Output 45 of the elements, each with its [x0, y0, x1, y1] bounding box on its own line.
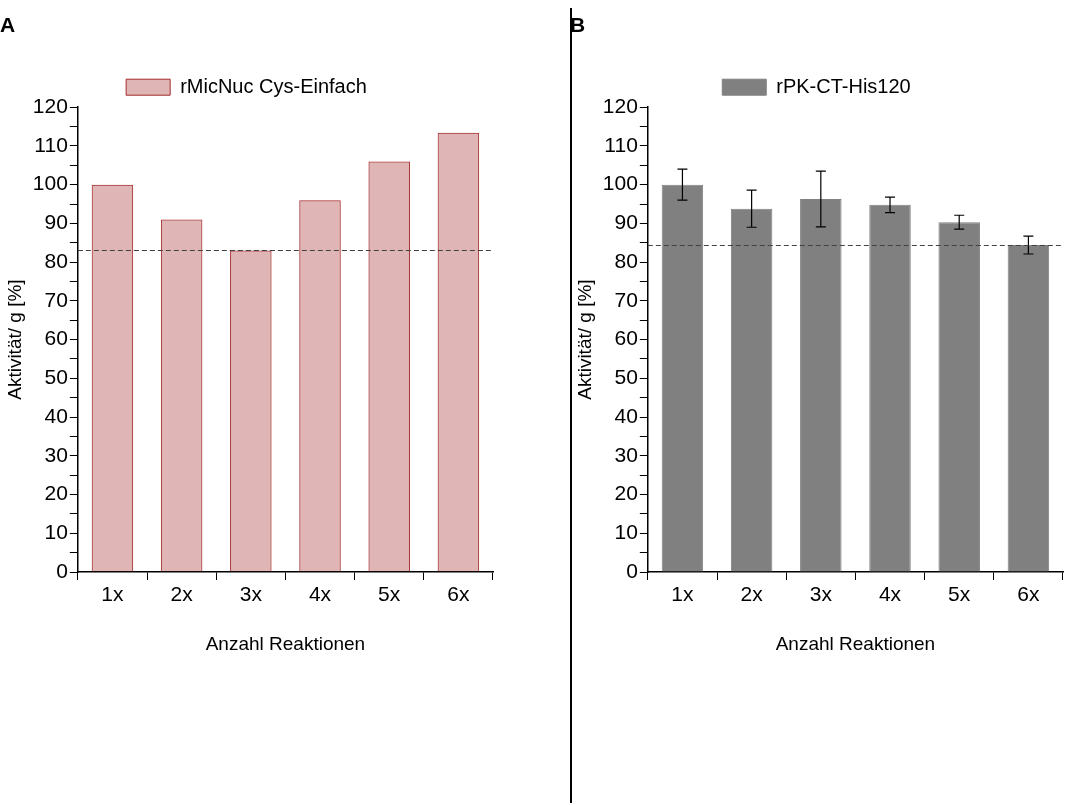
x-axis-title: Anzahl Reaktionen	[205, 632, 366, 654]
y-tick-label: 60	[44, 326, 68, 350]
y-tick-label: 100	[32, 171, 68, 195]
x-tick-label: 4x	[308, 582, 332, 606]
legend-label: rPK-CT-His120	[776, 74, 911, 97]
y-tick-label: 70	[44, 287, 68, 311]
y-tick-label: 10	[614, 520, 638, 544]
x-tick-label: 6x	[447, 582, 470, 606]
y-tick-label: 80	[44, 248, 68, 272]
y-tick-label: 40	[614, 403, 638, 427]
y-tick-label: 110	[604, 132, 638, 156]
y-tick-label: 50	[44, 365, 68, 389]
y-tick-label: 30	[44, 442, 68, 466]
y-tick-label: 120	[602, 94, 638, 117]
y-tick-label: 60	[614, 326, 638, 350]
x-tick-label: 3x	[239, 582, 263, 606]
y-tick-label: 100	[602, 171, 638, 195]
y-tick-label: 20	[44, 481, 68, 505]
chart-title: A	[0, 13, 16, 37]
x-tick-label: 5x	[378, 582, 401, 606]
y-tick-label: 70	[614, 287, 638, 311]
y-tick-label: 0	[56, 558, 68, 582]
x-tick-label: 2x	[740, 582, 764, 606]
y-tick-label: 90	[614, 210, 638, 234]
x-tick-label: 2x	[170, 582, 194, 606]
x-tick-label: 4x	[878, 582, 902, 606]
x-tick-label: 3x	[809, 582, 833, 606]
y-axis-title: Aktivität/ g [%]	[3, 279, 25, 400]
x-axis-title: Anzahl Reaktionen	[775, 632, 936, 654]
y-tick-label: 110	[34, 132, 68, 156]
x-tick-label: 6x	[1017, 582, 1040, 606]
y-tick-label: 20	[614, 481, 638, 505]
y-tick-label: 120	[32, 94, 68, 117]
y-tick-label: 40	[44, 403, 68, 427]
y-tick-label: 30	[614, 442, 638, 466]
y-tick-label: 50	[614, 365, 638, 389]
y-axis-title: Aktivität/ g [%]	[573, 279, 595, 400]
y-tick-label: 10	[44, 520, 68, 544]
y-tick-label: 0	[626, 558, 638, 582]
x-tick-label: 1x	[101, 582, 125, 606]
x-tick-label: 1x	[671, 582, 695, 606]
legend-label: rMicNuc Cys-Einfach	[180, 74, 367, 97]
y-tick-label: 80	[614, 248, 638, 272]
x-tick-label: 5x	[948, 582, 971, 606]
y-tick-label: 90	[44, 210, 68, 234]
